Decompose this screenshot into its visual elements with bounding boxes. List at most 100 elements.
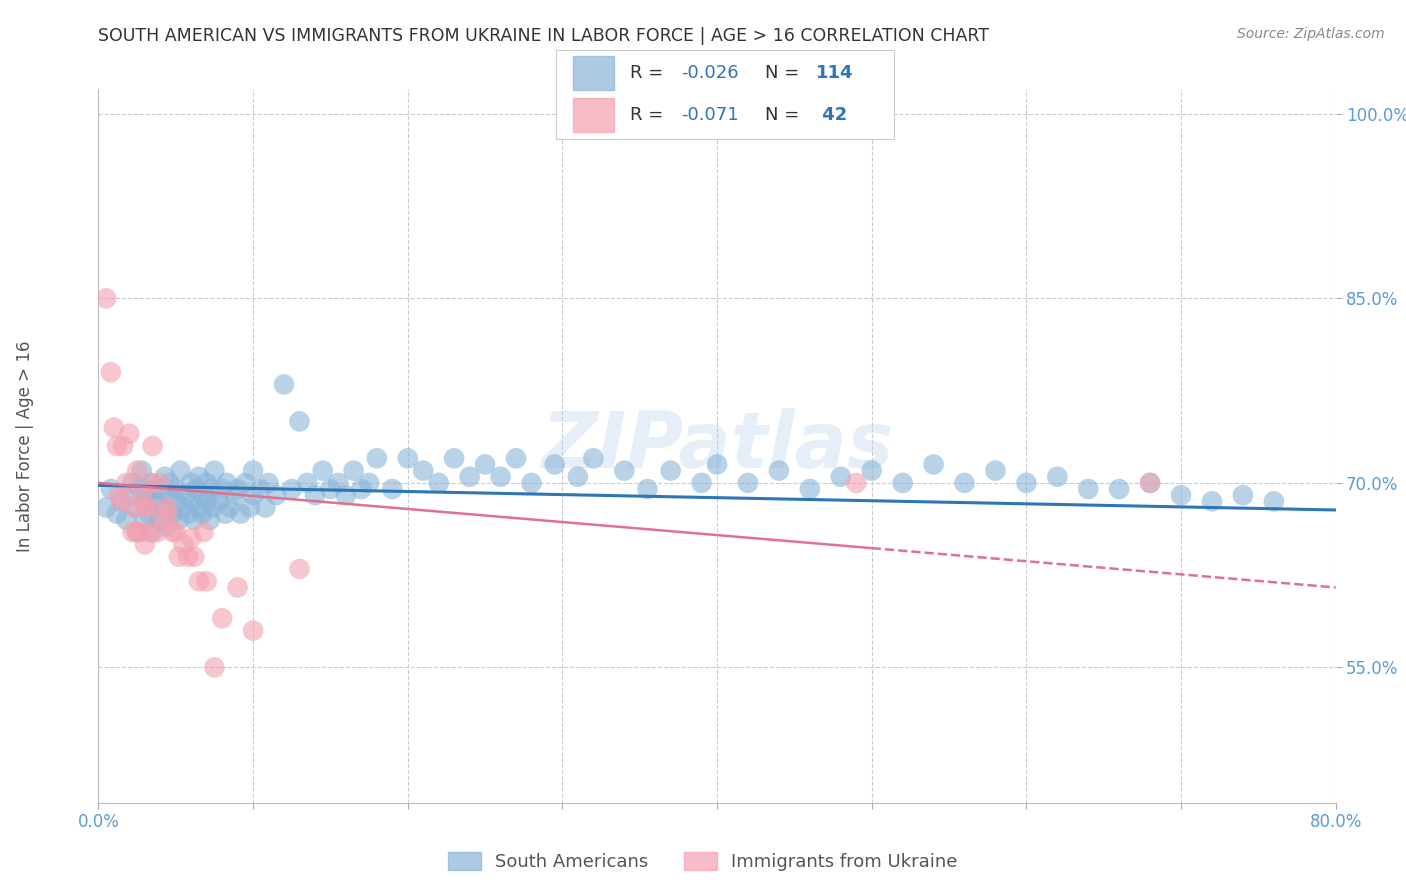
Text: R =: R = xyxy=(630,64,669,82)
Point xyxy=(1170,488,1192,502)
Point xyxy=(146,494,169,508)
Point xyxy=(1108,482,1130,496)
Point xyxy=(165,482,187,496)
Point xyxy=(118,426,141,441)
Point xyxy=(193,488,215,502)
Point xyxy=(162,525,184,540)
Point xyxy=(1201,494,1223,508)
Bar xyxy=(574,98,613,132)
Point xyxy=(105,439,128,453)
Point xyxy=(214,507,236,521)
Point xyxy=(412,464,434,478)
Point xyxy=(242,488,264,502)
Point xyxy=(96,291,118,305)
Point xyxy=(131,488,153,502)
Point xyxy=(127,525,149,540)
Point xyxy=(177,549,200,564)
Point xyxy=(396,451,419,466)
Point xyxy=(250,482,273,496)
Point xyxy=(922,458,945,472)
Point xyxy=(143,482,166,496)
Point xyxy=(257,475,280,490)
Point xyxy=(254,500,277,515)
Point xyxy=(204,464,226,478)
Point xyxy=(105,507,128,521)
Point xyxy=(134,494,156,508)
Point xyxy=(768,464,790,478)
Point xyxy=(543,458,565,472)
Point xyxy=(112,439,135,453)
Point xyxy=(343,464,366,478)
Point xyxy=(172,537,194,551)
Point xyxy=(134,513,156,527)
Point xyxy=(567,469,589,483)
Text: SOUTH AMERICAN VS IMMIGRANTS FROM UKRAINE IN LABOR FORCE | AGE > 16 CORRELATION : SOUTH AMERICAN VS IMMIGRANTS FROM UKRAIN… xyxy=(98,27,990,45)
Point xyxy=(891,475,914,490)
Point xyxy=(141,525,165,540)
Point xyxy=(427,475,450,490)
Point xyxy=(127,464,149,478)
Point xyxy=(1232,488,1254,502)
Point xyxy=(149,513,172,527)
Text: ZIPatlas: ZIPatlas xyxy=(541,408,893,484)
Point xyxy=(204,660,226,674)
Point xyxy=(1139,475,1161,490)
Point xyxy=(146,525,169,540)
Point xyxy=(281,482,304,496)
Point xyxy=(107,488,129,502)
Point xyxy=(165,494,187,508)
Point xyxy=(953,475,976,490)
Point xyxy=(184,482,207,496)
Point xyxy=(111,494,132,508)
Point xyxy=(180,494,202,508)
Point xyxy=(264,488,288,502)
Point xyxy=(520,475,543,490)
Point xyxy=(195,494,218,508)
Point xyxy=(100,365,122,379)
Point xyxy=(659,464,682,478)
Point xyxy=(183,513,205,527)
Point xyxy=(139,475,162,490)
Point xyxy=(129,525,152,540)
Point xyxy=(103,420,125,434)
Point xyxy=(174,488,197,502)
Text: N =: N = xyxy=(765,64,806,82)
Point xyxy=(1046,469,1069,483)
Point xyxy=(127,525,149,540)
Point xyxy=(1263,494,1285,508)
Point xyxy=(167,513,190,527)
Point xyxy=(96,500,118,515)
Point xyxy=(636,482,658,496)
Point xyxy=(131,464,153,478)
Point xyxy=(312,464,335,478)
Point xyxy=(357,475,380,490)
Point xyxy=(134,500,156,515)
Point xyxy=(297,475,319,490)
Point xyxy=(177,507,200,521)
Point xyxy=(100,482,122,496)
Point xyxy=(211,482,233,496)
Point xyxy=(215,475,238,490)
Point xyxy=(226,581,249,595)
Point xyxy=(180,531,202,545)
Point xyxy=(706,458,728,472)
Point xyxy=(195,574,218,589)
Point xyxy=(224,488,246,502)
Point xyxy=(183,549,205,564)
Point xyxy=(188,469,211,483)
Point xyxy=(211,611,233,625)
Point xyxy=(136,488,159,502)
Text: 42: 42 xyxy=(815,106,848,124)
Point xyxy=(273,377,295,392)
Point xyxy=(129,482,152,496)
Point xyxy=(121,475,143,490)
Text: Source: ZipAtlas.com: Source: ZipAtlas.com xyxy=(1237,27,1385,41)
Point xyxy=(443,451,465,466)
Point xyxy=(138,525,160,540)
Point xyxy=(845,475,868,490)
Point xyxy=(1077,482,1099,496)
Point xyxy=(188,574,211,589)
Point xyxy=(149,475,172,490)
Point xyxy=(489,469,512,483)
Text: N =: N = xyxy=(765,106,806,124)
